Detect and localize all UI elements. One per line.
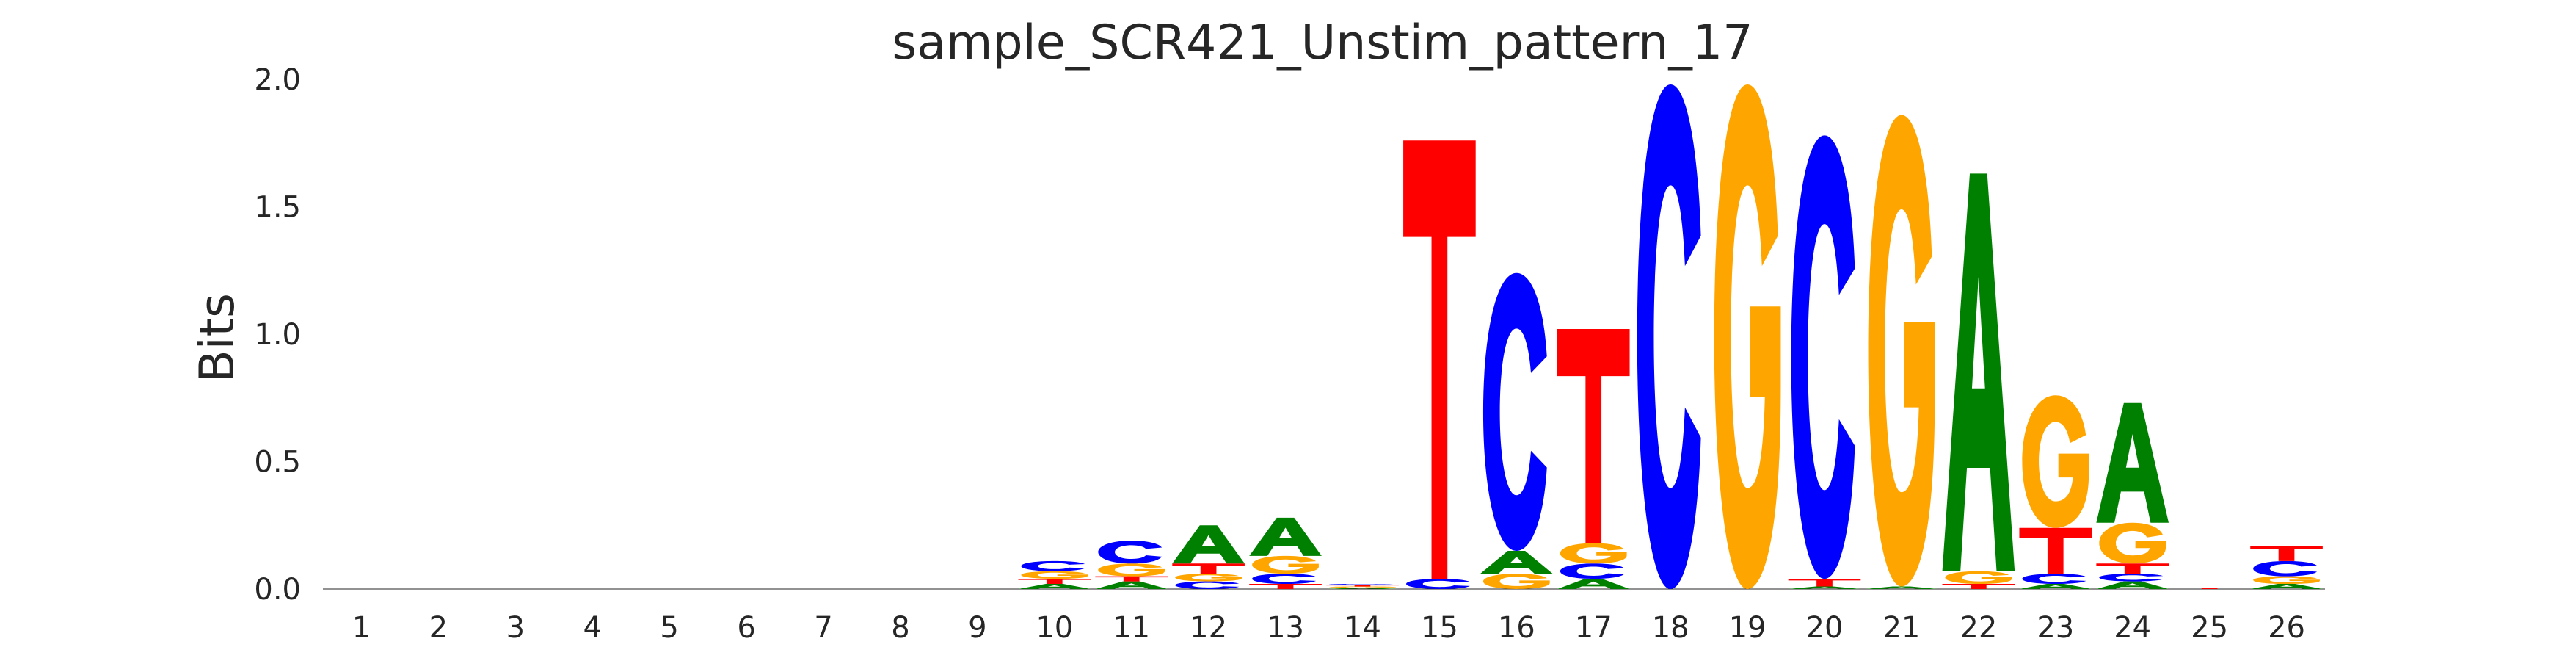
letter-A-pos-24 bbox=[2096, 581, 2169, 589]
letter-G-pos-13 bbox=[1252, 555, 1319, 574]
letter-A-pos-11 bbox=[1095, 581, 1168, 589]
letter-G-pos-14 bbox=[1329, 586, 1396, 588]
x-tick-label: 24 bbox=[2114, 611, 2151, 645]
letter-G-pos-21 bbox=[1868, 115, 1935, 587]
letter-C-pos-23 bbox=[2022, 574, 2086, 585]
letter-A-pos-24 bbox=[2096, 402, 2169, 523]
letter-A-pos-12 bbox=[1172, 525, 1245, 564]
letter-C-pos-24 bbox=[2099, 574, 2164, 582]
letter-G-pos-19 bbox=[1714, 84, 1781, 589]
y-tick-label: 0.0 bbox=[254, 573, 301, 607]
letter-T-pos-11 bbox=[1095, 576, 1168, 582]
letter-A-pos-20 bbox=[1788, 586, 1861, 589]
x-tick-label: 6 bbox=[737, 611, 755, 645]
letter-G-pos-12 bbox=[1175, 574, 1242, 582]
letter-T-pos-17 bbox=[1557, 329, 1630, 543]
x-tick-label: 1 bbox=[352, 611, 371, 645]
letter-G-pos-24 bbox=[2099, 522, 2166, 564]
x-tick-label: 23 bbox=[2037, 611, 2074, 645]
x-tick-label: 17 bbox=[1575, 611, 1612, 645]
x-tick-label: 21 bbox=[1882, 611, 1920, 645]
x-tick-label: 4 bbox=[583, 611, 602, 645]
x-tick-label: 3 bbox=[506, 611, 525, 645]
x-tick-label: 9 bbox=[968, 611, 986, 645]
x-tick-label: 11 bbox=[1113, 611, 1150, 645]
letter-C-pos-13 bbox=[1252, 574, 1316, 585]
letter-G-pos-17 bbox=[1560, 543, 1627, 564]
letter-C-pos-10 bbox=[1021, 560, 1085, 571]
letter-G-pos-16 bbox=[1482, 574, 1550, 589]
x-tick-label: 22 bbox=[1960, 611, 1997, 645]
x-tick-label: 8 bbox=[891, 611, 909, 645]
letter-T-pos-25 bbox=[2173, 588, 2246, 589]
x-tick-label: 20 bbox=[1806, 611, 1844, 645]
letter-A-pos-17 bbox=[1557, 579, 1630, 589]
letter-C-pos-20 bbox=[1791, 135, 1855, 579]
letter-G-pos-23 bbox=[2022, 395, 2089, 528]
letter-A-pos-22 bbox=[1942, 173, 2015, 571]
letter-C-pos-14 bbox=[1329, 584, 1393, 585]
letter-T-pos-26 bbox=[2250, 546, 2323, 561]
x-tick-label: 5 bbox=[660, 611, 678, 645]
chart-title: sample_SCR421_Unstim_pattern_17 bbox=[892, 15, 1753, 71]
letter-A-pos-23 bbox=[2019, 584, 2092, 589]
y-tick-label: 2.0 bbox=[254, 63, 301, 97]
x-tick-label: 10 bbox=[1036, 611, 1073, 645]
y-tick-label: 0.5 bbox=[254, 446, 301, 480]
letter-A-pos-26 bbox=[2250, 584, 2323, 589]
letter-T-pos-20 bbox=[1788, 579, 1861, 587]
x-tick-label: 2 bbox=[429, 611, 448, 645]
x-tick-label: 16 bbox=[1498, 611, 1535, 645]
letter-A-pos-10 bbox=[1018, 584, 1091, 589]
letter-C-pos-11 bbox=[1098, 541, 1163, 564]
letter-G-pos-10 bbox=[1021, 571, 1088, 579]
letter-T-pos-10 bbox=[1018, 579, 1091, 585]
x-tick-label: 15 bbox=[1421, 611, 1458, 645]
x-tick-label: 19 bbox=[1729, 611, 1767, 645]
letter-T-pos-15 bbox=[1403, 140, 1476, 579]
x-tick-label: 14 bbox=[1344, 611, 1381, 645]
x-tick-label: 12 bbox=[1190, 611, 1227, 645]
letter-A-pos-21 bbox=[1865, 586, 1938, 589]
letter-C-pos-12 bbox=[1175, 581, 1240, 589]
letter-T-pos-12 bbox=[1172, 563, 1245, 574]
x-tick-label: 13 bbox=[1267, 611, 1304, 645]
letter-A-pos-13 bbox=[1249, 517, 1322, 556]
letter-G-pos-26 bbox=[2253, 576, 2320, 585]
letter-C-pos-26 bbox=[2253, 560, 2317, 577]
letter-C-pos-18 bbox=[1637, 84, 1701, 589]
y-axis-ticks: 0.0 0.5 1.0 1.5 2.0 bbox=[254, 63, 301, 607]
letter-C-pos-17 bbox=[1560, 563, 1624, 579]
x-tick-label: 26 bbox=[2268, 611, 2305, 645]
y-axis-label: Bits bbox=[190, 293, 245, 383]
x-tick-label: 25 bbox=[2191, 611, 2228, 645]
letter-C-pos-16 bbox=[1482, 272, 1547, 551]
letter-C-pos-15 bbox=[1406, 579, 1470, 589]
letter-T-pos-13 bbox=[1249, 584, 1322, 589]
y-tick-label: 1.0 bbox=[254, 318, 301, 352]
x-tick-label: 7 bbox=[814, 611, 832, 645]
letter-A-pos-16 bbox=[1480, 550, 1553, 574]
letter-stacks bbox=[1018, 84, 2323, 589]
letter-T-pos-22 bbox=[1942, 584, 2015, 589]
letter-G-pos-11 bbox=[1098, 563, 1165, 577]
y-tick-label: 1.5 bbox=[254, 191, 301, 225]
letter-G-pos-22 bbox=[1945, 571, 2012, 585]
x-tick-label: 18 bbox=[1652, 611, 1689, 645]
letter-A-pos-14 bbox=[1326, 588, 1399, 589]
letter-T-pos-23 bbox=[2019, 527, 2092, 574]
letter-T-pos-24 bbox=[2096, 563, 2169, 574]
letter-T-pos-14 bbox=[1326, 585, 1399, 587]
x-axis-ticks: 1 2 3 4 5 6 7 8 9 10 11 12 13 14 15 16 17 18 19 20 21 22 23 24 2… bbox=[352, 611, 2305, 645]
